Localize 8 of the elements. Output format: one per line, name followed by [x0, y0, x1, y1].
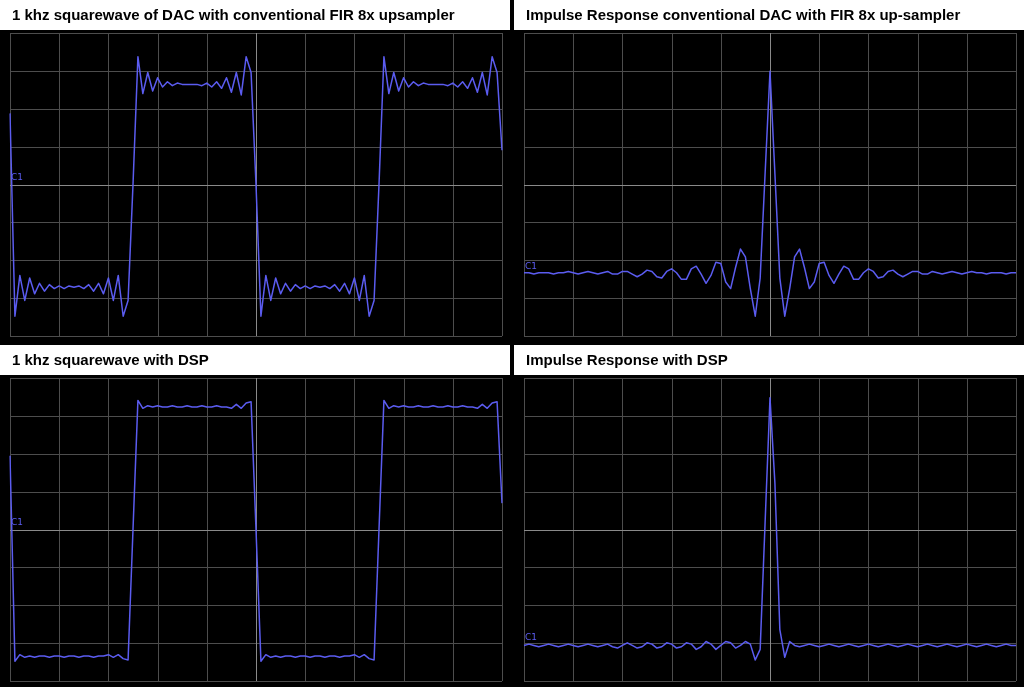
chart-title: Impulse Response conventional DAC with FIR 8x up-sampler	[514, 0, 1024, 30]
annotation: C1	[525, 631, 538, 642]
chart-title: 1 khz squarewave with DSP	[0, 345, 510, 375]
chart-title: Impulse Response with DSP	[514, 345, 1024, 375]
chart-title: 1 khz squarewave of DAC with conventional FIR 8x upsampler	[0, 0, 510, 30]
annotation: C1	[525, 260, 538, 271]
annotation: C1	[11, 172, 24, 183]
annotation: C1	[11, 517, 24, 528]
